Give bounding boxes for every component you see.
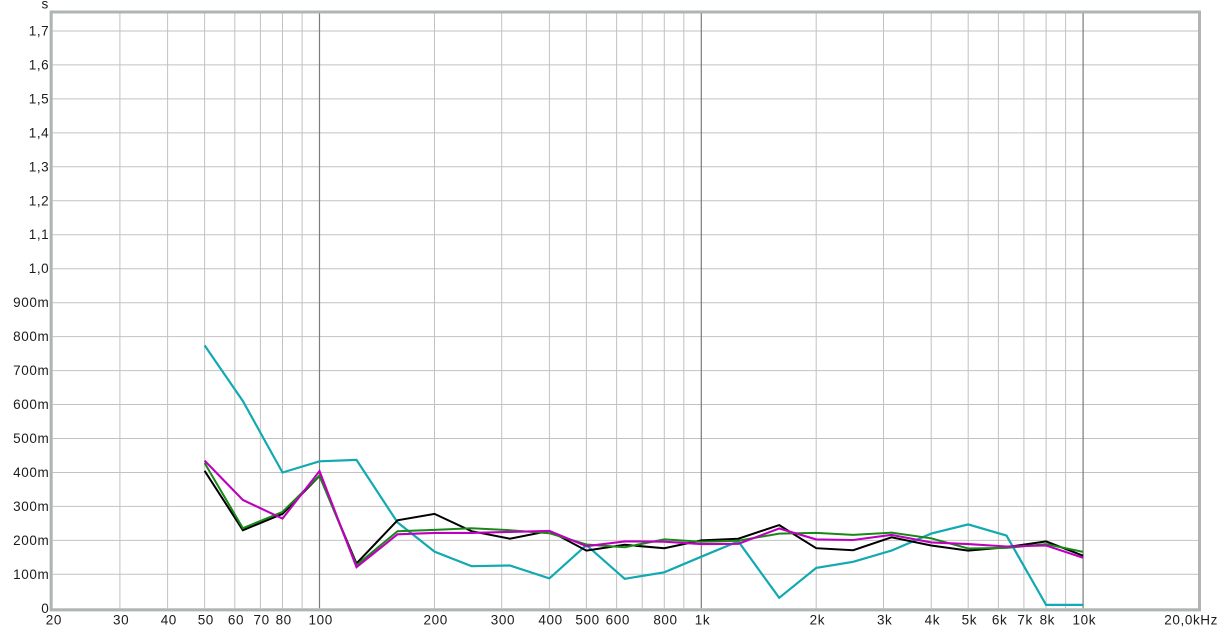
svg-text:400: 400 — [538, 612, 562, 627]
svg-text:20: 20 — [46, 612, 62, 627]
svg-text:10k: 10k — [1073, 612, 1097, 627]
svg-text:70: 70 — [253, 612, 269, 627]
svg-text:5k: 5k — [962, 612, 977, 627]
svg-text:1,4: 1,4 — [29, 125, 50, 140]
svg-text:0: 0 — [41, 601, 49, 616]
svg-text:800m: 800m — [13, 329, 49, 344]
svg-text:40: 40 — [161, 612, 177, 627]
svg-text:3k: 3k — [877, 612, 892, 627]
svg-text:100m: 100m — [13, 567, 49, 582]
svg-text:2k: 2k — [810, 612, 825, 627]
svg-text:800: 800 — [653, 612, 677, 627]
svg-text:7k: 7k — [1017, 612, 1032, 627]
svg-text:1,1: 1,1 — [29, 227, 50, 242]
svg-text:200: 200 — [424, 612, 448, 627]
svg-text:500: 500 — [575, 612, 599, 627]
svg-text:6k: 6k — [992, 612, 1007, 627]
svg-text:300: 300 — [491, 612, 515, 627]
svg-text:400m: 400m — [13, 465, 49, 480]
svg-text:200m: 200m — [13, 533, 49, 548]
svg-text:1k: 1k — [695, 612, 710, 627]
svg-text:700m: 700m — [13, 363, 49, 378]
svg-text:600m: 600m — [13, 397, 49, 412]
svg-text:600: 600 — [606, 612, 630, 627]
svg-text:100: 100 — [309, 612, 333, 627]
svg-text:s: s — [41, 0, 48, 11]
svg-text:900m: 900m — [13, 295, 49, 310]
svg-text:30: 30 — [113, 612, 129, 627]
svg-text:8k: 8k — [1040, 612, 1055, 627]
svg-text:60: 60 — [228, 612, 244, 627]
svg-text:500m: 500m — [13, 431, 49, 446]
svg-text:1,0: 1,0 — [29, 261, 50, 276]
svg-text:1,2: 1,2 — [29, 193, 50, 208]
svg-text:1,5: 1,5 — [29, 91, 50, 106]
svg-text:50: 50 — [198, 612, 214, 627]
svg-text:1,7: 1,7 — [29, 24, 50, 39]
svg-text:1,3: 1,3 — [29, 159, 50, 174]
svg-text:300m: 300m — [13, 499, 49, 514]
svg-text:20,0kHz: 20,0kHz — [1164, 612, 1218, 627]
svg-text:4k: 4k — [925, 612, 940, 627]
svg-text:80: 80 — [276, 612, 292, 627]
svg-text:1,6: 1,6 — [29, 57, 50, 72]
